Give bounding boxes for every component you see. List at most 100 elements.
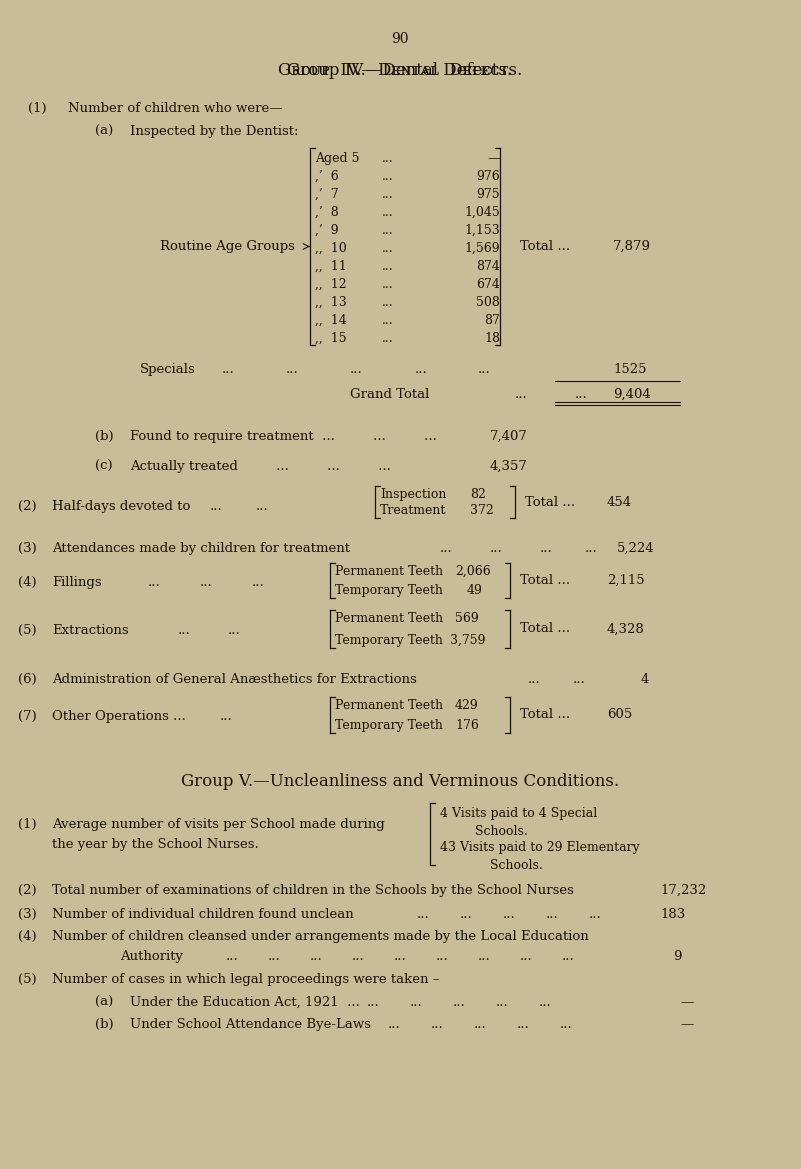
Text: ...: ...	[382, 224, 393, 237]
Text: Under School Attendance Bye-Laws: Under School Attendance Bye-Laws	[130, 1018, 371, 1031]
Text: Number of individual children found unclean: Number of individual children found uncl…	[52, 908, 354, 921]
Text: (b): (b)	[95, 430, 114, 443]
Text: ,,  15: ,, 15	[315, 332, 347, 345]
Text: 18: 18	[484, 332, 500, 345]
Text: Permanent Teeth: Permanent Teeth	[335, 699, 443, 712]
Text: ...: ...	[388, 1018, 400, 1031]
Text: 9,404: 9,404	[613, 388, 650, 401]
Text: (b): (b)	[95, 1018, 114, 1031]
Text: 454: 454	[607, 496, 632, 509]
Text: 674: 674	[476, 278, 500, 291]
Text: Total ...: Total ...	[520, 574, 570, 587]
Text: ...: ...	[585, 542, 598, 555]
Text: 508: 508	[476, 296, 500, 309]
Text: (4): (4)	[18, 576, 37, 589]
Text: Total ...: Total ...	[525, 496, 575, 509]
Text: ...: ...	[382, 296, 393, 309]
Text: ...: ...	[394, 950, 407, 963]
Text: ,,  11: ,, 11	[315, 260, 347, 274]
Text: ...: ...	[200, 576, 213, 589]
Text: 90: 90	[391, 32, 409, 46]
Text: (a): (a)	[95, 125, 113, 138]
Text: (c): (c)	[95, 459, 113, 473]
Text: Inspected by the Dentist:: Inspected by the Dentist:	[130, 125, 299, 138]
Text: Specials: Specials	[140, 364, 195, 376]
Text: Number of cases in which legal proceedings were taken –: Number of cases in which legal proceedin…	[52, 973, 440, 985]
Text: ...: ...	[575, 388, 588, 401]
Text: 976: 976	[477, 170, 500, 184]
Text: ,’  6: ,’ 6	[315, 170, 339, 184]
Text: ,,  14: ,, 14	[315, 314, 347, 327]
Text: 49: 49	[467, 584, 483, 597]
Text: ...: ...	[178, 624, 191, 637]
Text: Attendances made by children for treatment: Attendances made by children for treatme…	[52, 542, 350, 555]
Text: ...: ...	[496, 996, 509, 1009]
Text: ...: ...	[286, 364, 299, 376]
Text: Number of children who were—: Number of children who were—	[68, 102, 283, 115]
Text: ...: ...	[478, 364, 491, 376]
Text: ...: ...	[228, 624, 241, 637]
Text: Number of children cleansed under arrangements made by the Local Education: Number of children cleansed under arrang…	[52, 931, 589, 943]
Text: ...: ...	[210, 500, 223, 513]
Text: 372: 372	[470, 504, 493, 517]
Text: Authority: Authority	[120, 950, 183, 963]
Text: Temporary Teeth: Temporary Teeth	[335, 584, 443, 597]
Text: ...: ...	[573, 673, 586, 686]
Text: 1525: 1525	[613, 364, 646, 376]
Text: 429: 429	[455, 699, 479, 712]
Text: ,’  9: ,’ 9	[315, 224, 339, 237]
Text: 3,759: 3,759	[450, 634, 485, 646]
Text: ...: ...	[268, 950, 280, 963]
Text: Average number of visits per School made during: Average number of visits per School made…	[52, 818, 384, 831]
Text: ...: ...	[517, 1018, 529, 1031]
Text: Extractions: Extractions	[52, 624, 129, 637]
Text: ...: ...	[222, 364, 235, 376]
Text: Schools.: Schools.	[490, 859, 543, 872]
Text: ...: ...	[490, 542, 503, 555]
Text: Treatment: Treatment	[380, 504, 446, 517]
Text: 4: 4	[641, 673, 650, 686]
Text: ...: ...	[350, 364, 363, 376]
Text: 82: 82	[470, 487, 486, 502]
Text: ...: ...	[436, 950, 449, 963]
Text: Temporary Teeth: Temporary Teeth	[335, 719, 443, 732]
Text: 605: 605	[607, 708, 632, 721]
Text: ...: ...	[382, 152, 393, 165]
Text: ...: ...	[226, 950, 239, 963]
Text: (7): (7)	[18, 710, 37, 722]
Text: ...: ...	[382, 332, 393, 345]
Text: ...: ...	[220, 710, 233, 722]
Text: ...: ...	[540, 542, 553, 555]
Text: Total ...: Total ...	[520, 240, 570, 253]
Text: ...: ...	[431, 1018, 444, 1031]
Text: ...: ...	[503, 908, 516, 921]
Text: ...: ...	[382, 170, 393, 184]
Text: 874: 874	[476, 260, 500, 274]
Text: (3): (3)	[18, 908, 37, 921]
Text: 569: 569	[455, 613, 479, 625]
Text: (1): (1)	[18, 818, 37, 831]
Text: 2,115: 2,115	[607, 574, 645, 587]
Text: 9: 9	[673, 950, 682, 963]
Text: ...: ...	[474, 1018, 487, 1031]
Text: 975: 975	[477, 188, 500, 201]
Text: (5): (5)	[18, 973, 37, 985]
Text: Permanent Teeth: Permanent Teeth	[335, 613, 443, 625]
Text: 7,407: 7,407	[490, 430, 528, 443]
Text: Administration of General Anæsthetics for Extractions: Administration of General Anæsthetics fo…	[52, 673, 417, 686]
Text: ...: ...	[528, 673, 541, 686]
Text: 7,879: 7,879	[613, 240, 651, 253]
Text: —: —	[680, 996, 693, 1009]
Text: (5): (5)	[18, 624, 37, 637]
Text: 5,224: 5,224	[617, 542, 654, 555]
Text: ...: ...	[520, 950, 533, 963]
Text: Routine Age Groups: Routine Age Groups	[160, 240, 295, 253]
Text: ...: ...	[252, 576, 265, 589]
Text: 4,328: 4,328	[607, 623, 645, 636]
Text: ,,  10: ,, 10	[315, 242, 347, 255]
Text: ...: ...	[382, 242, 393, 255]
Text: Aged 5: Aged 5	[315, 152, 360, 165]
Text: ...: ...	[310, 950, 323, 963]
Text: ,’  7: ,’ 7	[315, 188, 339, 201]
Text: ...: ...	[440, 542, 453, 555]
